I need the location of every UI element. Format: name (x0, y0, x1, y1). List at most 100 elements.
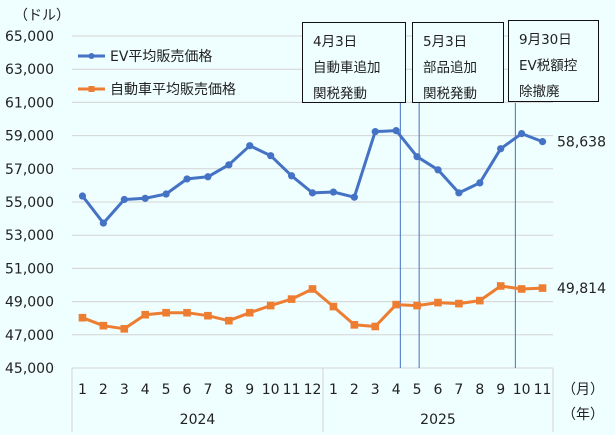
y-tick-label: 57,000 (5, 162, 54, 178)
data-point (267, 152, 275, 160)
data-point (99, 321, 108, 330)
month-label: 5 (413, 382, 422, 398)
legend-label: 自動車平均販売価格 (110, 81, 236, 98)
data-point (371, 128, 379, 136)
month-label: 9 (245, 382, 254, 398)
data-point (538, 284, 547, 292)
data-point (78, 313, 87, 322)
x-axis-month-unit: （月） (562, 382, 604, 398)
annotation-text: 関税発動 (423, 86, 477, 102)
year-label: 2025 (420, 412, 456, 428)
data-point (517, 285, 526, 293)
y-tick-label: 49,000 (5, 295, 54, 311)
y-tick-label: 59,000 (5, 129, 54, 145)
month-label: 1 (329, 382, 338, 398)
month-label: 4 (392, 382, 401, 398)
y-tick-label: 65,000 (5, 29, 54, 45)
data-point (538, 138, 547, 146)
data-point (287, 295, 296, 303)
year-label: 2024 (180, 412, 216, 428)
month-label: 5 (162, 382, 171, 398)
data-point (392, 300, 400, 309)
data-point (225, 161, 233, 169)
month-label: 7 (454, 382, 463, 398)
data-point (162, 308, 170, 317)
month-label: 10 (262, 382, 280, 398)
data-point (476, 296, 484, 305)
annotation-text: 関税発動 (313, 86, 367, 102)
series-line (81, 129, 544, 225)
annotation-date: 5月3日 (423, 34, 468, 50)
annotation-text: EV税額控 (519, 58, 578, 74)
y-tick-label: 51,000 (5, 261, 54, 277)
data-point (413, 153, 421, 161)
y-tick-label: 53,000 (5, 228, 54, 244)
y-tick-label: 45,000 (5, 361, 54, 377)
month-label: 8 (224, 382, 233, 398)
month-label: 9 (496, 382, 505, 398)
month-label: 12 (304, 382, 322, 398)
y-tick-label: 61,000 (5, 95, 54, 111)
data-point (413, 301, 421, 310)
data-point (78, 192, 87, 200)
data-point (141, 310, 149, 319)
data-point (141, 194, 149, 202)
month-label: 2 (99, 382, 108, 398)
data-point (329, 302, 338, 311)
month-label: 2 (350, 382, 359, 398)
data-point (518, 130, 526, 138)
y-tick-label: 55,000 (5, 195, 54, 211)
data-point (434, 298, 442, 307)
data-point (120, 195, 128, 204)
annotation-parts-tariff: 5月3日 部品追加 関税発動 (412, 22, 504, 103)
legend-marker-icon (88, 53, 95, 59)
data-point (183, 175, 191, 183)
y-axis-unit-label: （ドル） (14, 8, 70, 24)
data-point (120, 325, 129, 333)
month-label: 10 (513, 382, 531, 398)
data-point (204, 173, 212, 181)
data-point (99, 219, 107, 227)
month-label: 4 (141, 382, 150, 398)
annotation-ev-credit-repeal: 9月30日 EV税額控 除撤廃 (508, 20, 599, 102)
data-point (183, 308, 191, 317)
y-tick-label: 63,000 (5, 62, 54, 78)
month-label: 8 (475, 382, 484, 398)
data-point (497, 145, 505, 153)
x-axis-year-unit: （年） (562, 407, 604, 423)
y-tick-label: 47,000 (5, 328, 54, 344)
data-point (329, 188, 338, 196)
data-point (496, 282, 505, 290)
month-label: 11 (534, 382, 552, 398)
month-label: 1 (78, 382, 87, 398)
legend-label: EV平均販売価格 (110, 49, 212, 65)
data-point (350, 193, 358, 201)
legend-marker-icon (88, 86, 95, 92)
data-point (476, 179, 484, 187)
month-label: 11 (283, 382, 301, 398)
data-point (455, 299, 463, 308)
annotation-date: 4月3日 (313, 34, 358, 50)
data-point (225, 316, 233, 325)
month-label: 3 (120, 382, 129, 398)
end-value-label: 58,638 (557, 135, 606, 151)
data-point (287, 172, 296, 180)
data-point (350, 321, 359, 329)
month-label: 7 (203, 382, 212, 398)
data-point (162, 190, 170, 198)
data-point (455, 189, 463, 197)
data-point (434, 166, 442, 174)
data-point (246, 142, 254, 150)
data-point (392, 127, 400, 135)
annotation-text: 自動車追加 (313, 60, 381, 76)
data-point (266, 301, 275, 310)
annotation-auto-tariff: 4月3日 自動車追加 関税発動 (302, 22, 406, 103)
data-point (308, 285, 317, 293)
data-point (371, 322, 380, 331)
end-value-label: 49,814 (557, 281, 606, 297)
data-point (204, 311, 212, 320)
month-label: 6 (183, 382, 192, 398)
annotation-text: 除撤廃 (519, 84, 560, 100)
month-label: 3 (371, 382, 380, 398)
